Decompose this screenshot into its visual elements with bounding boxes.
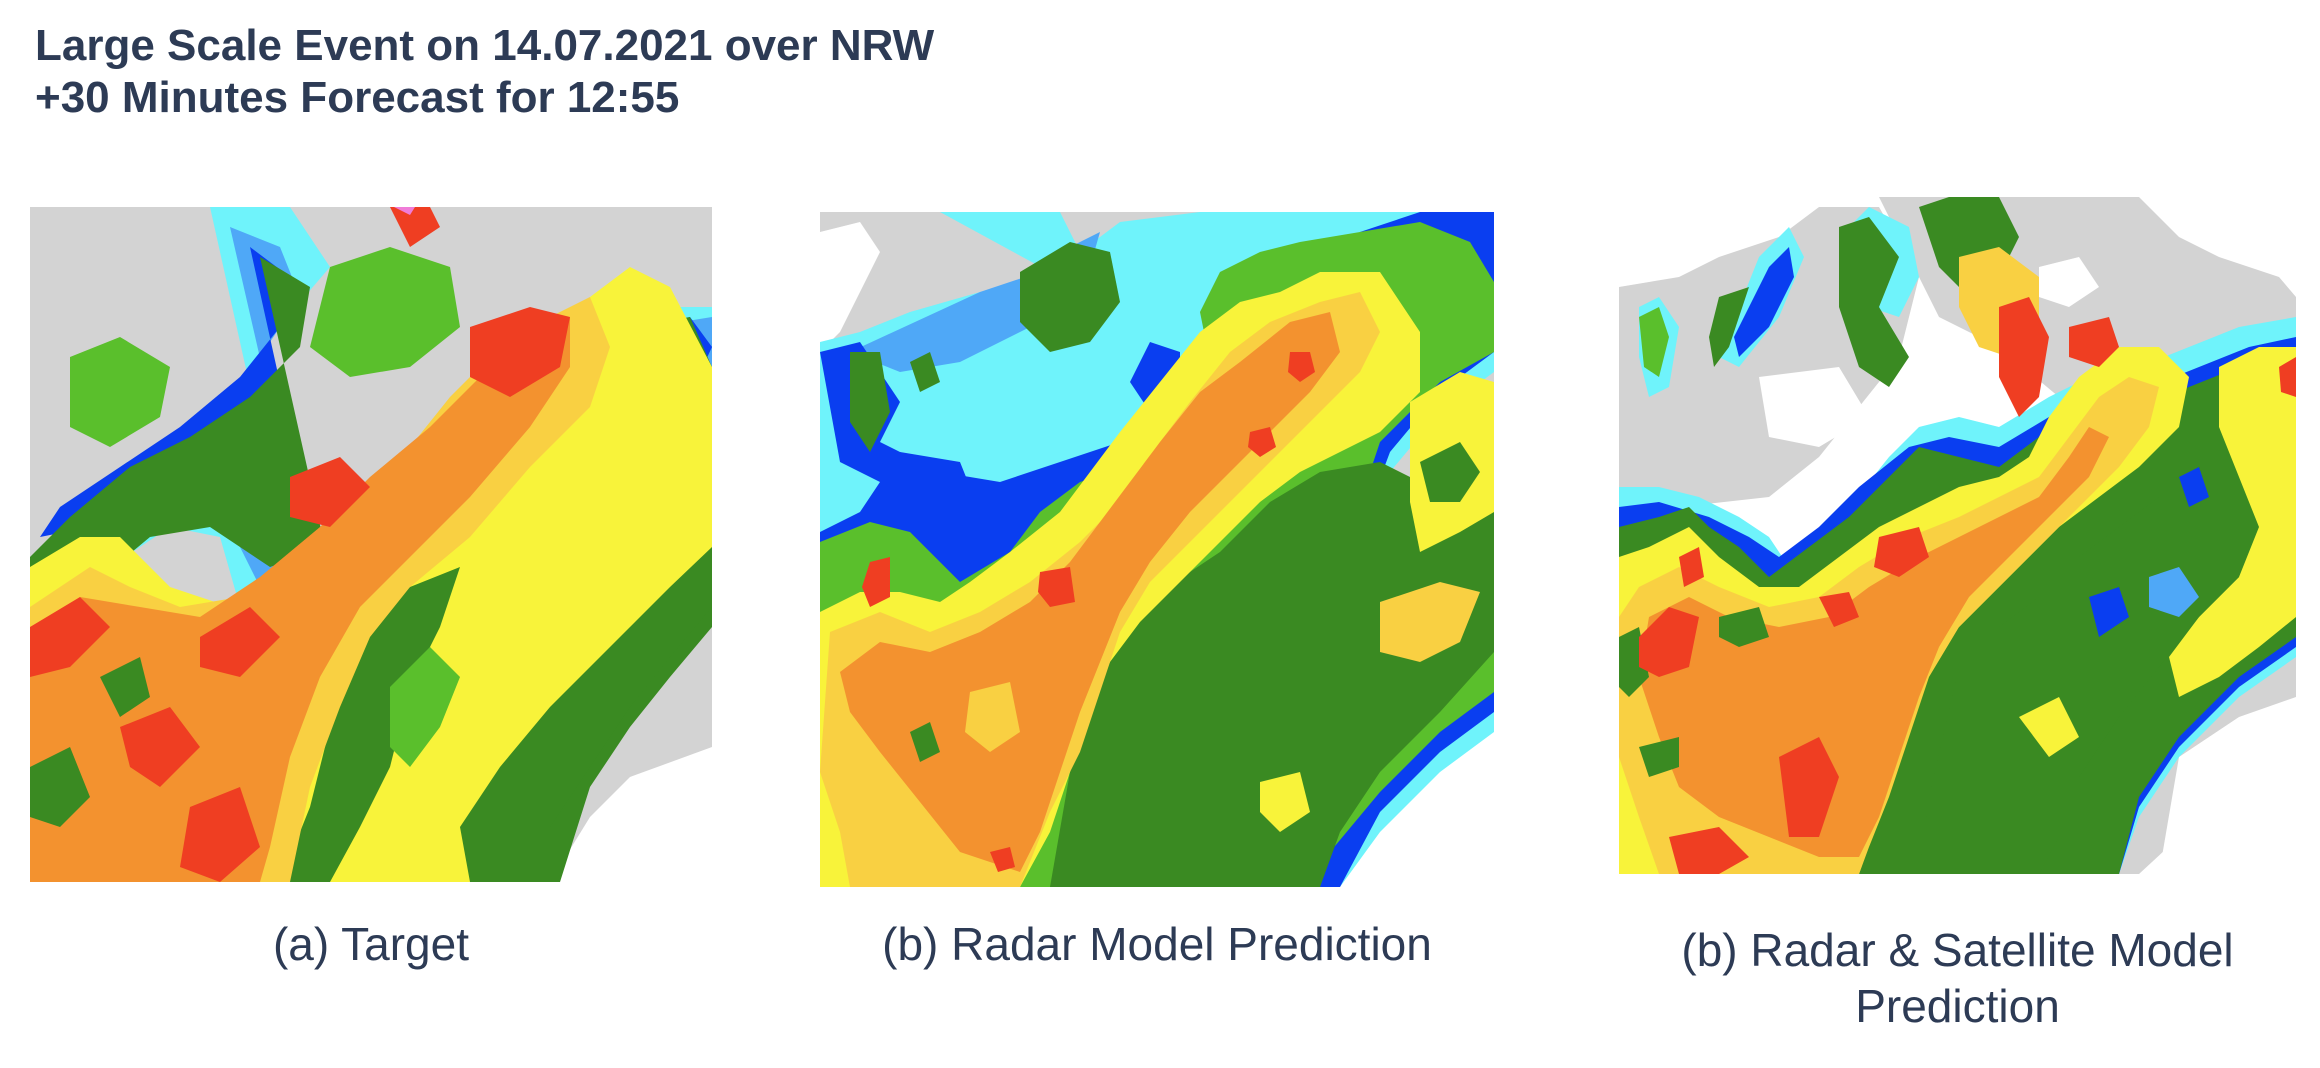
target-radar-map — [30, 207, 712, 882]
figure-title-line1: Large Scale Event on 14.07.2021 over NRW — [35, 21, 935, 70]
caption-radar-satellite-model-line1: (b) Radar & Satellite Model — [1681, 924, 2234, 976]
figure-title: Large Scale Event on 14.07.2021 over NRW… — [35, 20, 934, 124]
figure-title-line2: +30 Minutes Forecast for 12:55 — [35, 73, 680, 122]
caption-radar-satellite-model: (b) Radar & Satellite Model Prediction — [1619, 922, 2296, 1034]
caption-target: (a) Target — [272, 918, 470, 970]
radar-satellite-model-prediction-map — [1619, 197, 2296, 874]
radar-model-prediction-map — [820, 212, 1494, 887]
caption-radar-model: (b) Radar Model Prediction — [882, 918, 1432, 970]
caption-radar-satellite-model-line2: Prediction — [1855, 980, 2060, 1032]
